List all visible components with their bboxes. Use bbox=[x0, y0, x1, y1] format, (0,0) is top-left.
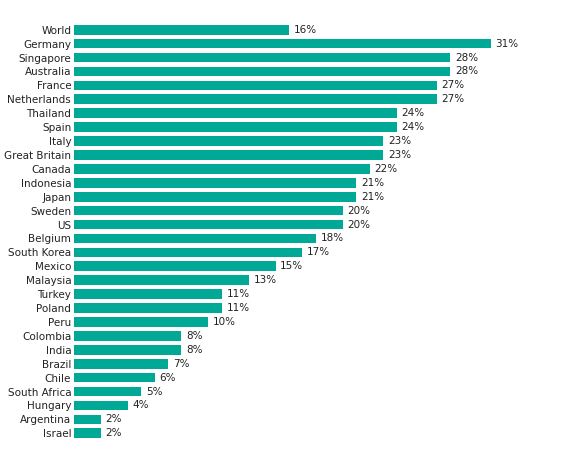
Bar bbox=[74, 25, 289, 35]
Bar bbox=[74, 331, 182, 341]
Text: 20%: 20% bbox=[347, 206, 370, 216]
Text: 6%: 6% bbox=[159, 373, 176, 382]
Text: 4%: 4% bbox=[133, 400, 149, 411]
Text: 22%: 22% bbox=[374, 164, 397, 174]
Bar bbox=[74, 219, 343, 229]
Bar bbox=[74, 53, 450, 63]
Text: 18%: 18% bbox=[320, 233, 344, 244]
Bar bbox=[74, 150, 383, 160]
Bar bbox=[74, 136, 383, 146]
Text: 31%: 31% bbox=[495, 38, 519, 49]
Text: 15%: 15% bbox=[280, 261, 303, 271]
Bar bbox=[74, 373, 155, 382]
Text: 11%: 11% bbox=[226, 289, 250, 299]
Bar bbox=[74, 178, 356, 188]
Bar bbox=[74, 414, 101, 424]
Bar bbox=[74, 428, 101, 438]
Text: 23%: 23% bbox=[388, 136, 411, 146]
Bar bbox=[74, 108, 397, 118]
Text: 24%: 24% bbox=[401, 108, 424, 118]
Text: 28%: 28% bbox=[455, 52, 478, 63]
Text: 23%: 23% bbox=[388, 150, 411, 160]
Text: 21%: 21% bbox=[361, 192, 384, 202]
Bar bbox=[74, 275, 248, 285]
Text: 21%: 21% bbox=[361, 178, 384, 188]
Bar bbox=[74, 94, 437, 104]
Bar bbox=[74, 303, 222, 313]
Bar bbox=[74, 39, 491, 49]
Text: 24%: 24% bbox=[401, 122, 424, 132]
Bar bbox=[74, 345, 182, 355]
Text: 8%: 8% bbox=[186, 345, 203, 355]
Text: 28%: 28% bbox=[455, 67, 478, 76]
Bar bbox=[74, 164, 370, 174]
Bar bbox=[74, 206, 343, 215]
Bar bbox=[74, 81, 437, 90]
Bar bbox=[74, 67, 450, 76]
Text: 10%: 10% bbox=[213, 317, 236, 327]
Bar bbox=[74, 317, 209, 327]
Text: 2%: 2% bbox=[106, 428, 122, 438]
Bar bbox=[74, 234, 316, 244]
Bar bbox=[74, 122, 397, 132]
Text: 8%: 8% bbox=[186, 331, 203, 341]
Bar bbox=[74, 400, 128, 410]
Text: 27%: 27% bbox=[442, 81, 465, 90]
Text: 13%: 13% bbox=[253, 275, 277, 285]
Text: 11%: 11% bbox=[226, 303, 250, 313]
Bar bbox=[74, 359, 168, 369]
Bar bbox=[74, 387, 141, 396]
Text: 17%: 17% bbox=[307, 247, 330, 257]
Text: 16%: 16% bbox=[294, 25, 317, 35]
Bar bbox=[74, 248, 302, 257]
Text: 20%: 20% bbox=[347, 219, 370, 230]
Bar bbox=[74, 192, 356, 201]
Text: 7%: 7% bbox=[173, 359, 189, 369]
Text: 5%: 5% bbox=[146, 387, 162, 396]
Bar bbox=[74, 289, 222, 299]
Text: 27%: 27% bbox=[442, 94, 465, 104]
Bar bbox=[74, 262, 275, 271]
Text: 2%: 2% bbox=[106, 414, 122, 425]
